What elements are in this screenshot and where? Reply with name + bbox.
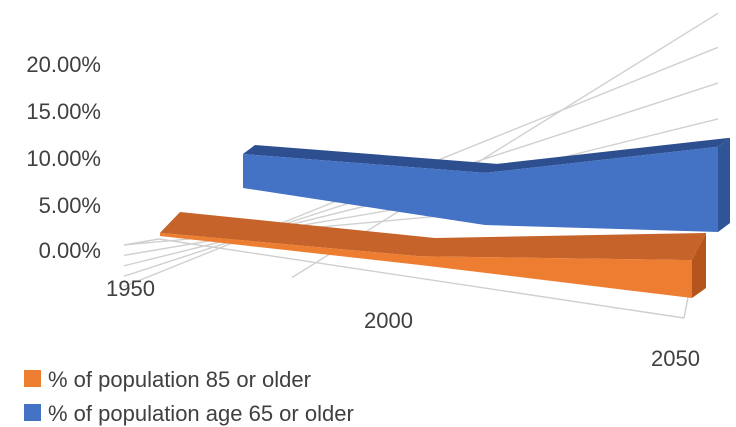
y-tick-label-1: 5.00% [39,193,101,218]
y-tick-label-4: 20.00% [26,52,101,77]
legend-swatch-age-65 [24,404,41,421]
series-age-85-top-face [160,212,706,261]
series-age-65-front-face [243,146,718,232]
series-age-85-end-face [692,233,706,298]
y-axis-tick-labels: 0.00% 5.00% 10.00% 15.00% 20.00% [26,52,101,263]
legend-swatch-age-85 [24,370,41,387]
series-age-65-end-face [718,137,730,232]
x-tick-label-2050: 2050 [651,346,700,371]
y-tick-label-3: 15.00% [26,99,101,124]
series-age-85-area [160,212,706,298]
legend-item-age-65: % of population age 65 or older [24,401,354,426]
legend-label-age-65: % of population age 65 or older [48,401,354,426]
x-axis-tick-labels: 1950 2000 2050 [106,276,700,371]
y-tick-label-2: 10.00% [26,146,101,171]
series-age-65-top-face [243,137,730,173]
floor-front-edge [158,238,685,319]
legend-label-age-85: % of population 85 or older [48,367,311,392]
legend-item-age-85: % of population 85 or older [24,367,311,392]
series-age-65-area [243,137,730,232]
y-tick-label-0: 0.00% [39,238,101,263]
legend: % of population 85 or older % of populat… [24,367,354,426]
floor-left-edge [123,238,160,246]
x-tick-label-1950: 1950 [106,276,155,301]
x-tick-label-2000: 2000 [364,308,413,333]
series-age-85-front-face [160,232,692,298]
